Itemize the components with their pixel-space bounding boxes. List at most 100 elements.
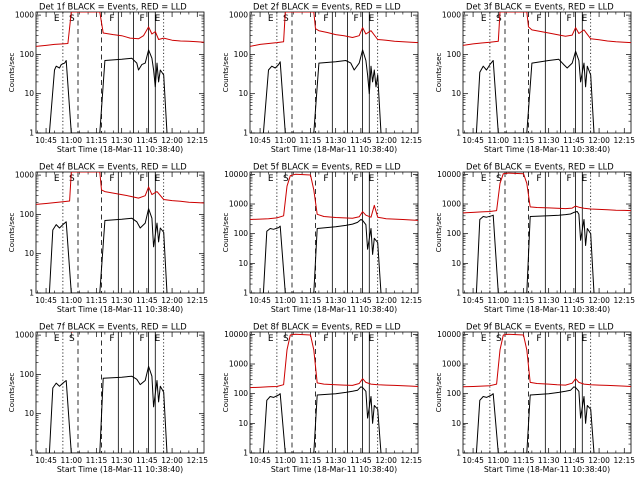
x-tick-label: 10:45 — [35, 136, 57, 145]
series-events-line — [262, 219, 382, 293]
detector-panel-1: Det 1f BLACK = Events, RED = LLD 1 10 100 10… — [7, 2, 208, 155]
y-tick-label: 10 — [238, 259, 248, 268]
y-tick-label: 100 — [20, 210, 35, 219]
y-tick-label: 100 — [447, 389, 462, 398]
series-events-line — [48, 365, 168, 453]
x-tick-label: 12:15 — [613, 296, 635, 305]
marker-label: F — [323, 334, 328, 344]
marker-label: E — [54, 334, 60, 344]
x-tick-label: 12:00 — [588, 136, 610, 145]
y-tick-label: 100 — [20, 370, 35, 379]
x-tick-label: 12:00 — [375, 296, 397, 305]
y-axis-label: Counts/sec — [7, 213, 16, 253]
x-tick-label: 11:00 — [60, 136, 82, 145]
x-axis-label: Start Time (18-Mar-11 10:38:40) — [484, 465, 610, 474]
marker-label: F — [536, 14, 541, 24]
x-tick-label: 11:15 — [513, 136, 535, 145]
plot-frame — [249, 11, 419, 134]
marker-label: E — [582, 14, 588, 24]
series-events-line — [262, 386, 382, 453]
x-tick-label: 12:15 — [186, 136, 208, 145]
x-tick-label: 10:45 — [249, 456, 271, 465]
x-tick-label: 11:15 — [86, 136, 108, 145]
data-series-group — [36, 12, 204, 133]
x-tick-label: 11:00 — [60, 456, 82, 465]
y-axis-label: Counts/sec — [221, 53, 230, 93]
x-tick-label: 11:30 — [538, 456, 560, 465]
series-events-line — [48, 208, 168, 293]
marker-label: S — [69, 174, 75, 184]
x-tick-label: 11:15 — [86, 296, 108, 305]
x-tick-label: 11:15 — [300, 456, 322, 465]
marker-label: E — [582, 174, 588, 184]
marker-label: E — [481, 334, 487, 344]
marker-label: E — [369, 14, 375, 24]
y-tick-label: 100 — [447, 50, 462, 59]
marker-label: F — [323, 174, 328, 184]
marker-label: E — [54, 174, 60, 184]
y-tick-label: 10 — [238, 419, 248, 428]
y-tick-label: 1000 — [229, 11, 248, 20]
x-tick-label: 11:30 — [111, 456, 133, 465]
y-tick-label: 1000 — [442, 11, 461, 20]
panel-title: Det 2f BLACK = Events, RED = LLD — [253, 2, 401, 12]
x-tick-label: 11:45 — [563, 456, 585, 465]
y-tick-label: 1 — [456, 129, 461, 138]
y-tick-label: 100 — [234, 389, 249, 398]
x-axis-label: Start Time (18-Mar-11 10:38:40) — [271, 305, 397, 314]
data-series-group — [48, 332, 168, 453]
panel-title: Det 7f BLACK = Events, RED = LLD — [39, 322, 187, 332]
y-tick-label: 1000 — [15, 11, 34, 20]
y-tick-label: 1000 — [229, 360, 248, 369]
marker-label: E — [369, 334, 375, 344]
series-lld-line — [463, 12, 631, 46]
y-axis-label: Counts/sec — [434, 53, 443, 93]
plot-frame — [249, 171, 419, 294]
series-lld-line — [250, 333, 418, 389]
y-tick-label: 100 — [447, 229, 462, 238]
y-tick-label: 10 — [24, 409, 34, 418]
x-tick-label: 11:45 — [350, 136, 372, 145]
panel-title: Det 1f BLACK = Events, RED = LLD — [39, 2, 187, 12]
y-tick-label: 1000 — [442, 200, 461, 209]
detector-panel-3: Det 3f BLACK = Events, RED = LLD 1 10 100 10… — [434, 2, 635, 155]
data-series-group — [463, 172, 631, 293]
y-tick-label: 10 — [24, 89, 34, 98]
y-axis-label: Counts/sec — [221, 373, 230, 413]
y-tick-label: 10 — [451, 419, 461, 428]
marker-label: S — [496, 334, 502, 344]
x-axis-label: Start Time (18-Mar-11 10:38:40) — [271, 145, 397, 154]
x-tick-label: 11:15 — [300, 296, 322, 305]
detector-panel-7: Det 7f BLACK = Events, RED = LLD 1 10 100 10… — [7, 322, 208, 475]
x-tick-label: 10:45 — [249, 296, 271, 305]
panel-title: Det 6f BLACK = Events, RED = LLD — [466, 162, 614, 172]
y-tick-label: 1 — [456, 289, 461, 298]
y-tick-label: 1000 — [15, 331, 34, 340]
data-series-group — [463, 333, 631, 453]
series-lld-line — [463, 172, 631, 214]
marker-label: S — [69, 334, 75, 344]
y-tick-label: 10 — [238, 89, 248, 98]
x-tick-label: 11:15 — [513, 296, 535, 305]
data-series-group — [463, 12, 631, 133]
panel-title: Det 9f BLACK = Events, RED = LLD — [466, 322, 614, 332]
y-axis-label: Counts/sec — [221, 213, 230, 253]
x-axis-label: Start Time (18-Mar-11 10:38:40) — [57, 465, 183, 474]
detector-panel-9: Det 9f BLACK = Events, RED = LLD 1 10 100 10… — [434, 322, 635, 475]
marker-label: F — [140, 334, 145, 344]
marker-label: E — [268, 14, 274, 24]
marker-label: F — [567, 14, 572, 24]
x-axis-label: Start Time (18-Mar-11 10:38:40) — [484, 305, 610, 314]
y-tick-label: 1 — [456, 449, 461, 458]
y-tick-label: 1000 — [15, 171, 34, 180]
x-tick-label: 12:00 — [375, 456, 397, 465]
panel-title: Det 4f BLACK = Events, RED = LLD — [39, 162, 187, 172]
x-tick-label: 12:15 — [186, 456, 208, 465]
x-tick-label: 10:45 — [35, 296, 57, 305]
detector-panel-5: Det 5f BLACK = Events, RED = LLD 1 10 100 10… — [221, 162, 422, 315]
marker-label: F — [323, 14, 328, 24]
y-tick-label: 1 — [29, 449, 34, 458]
x-tick-label: 10:45 — [249, 136, 271, 145]
plot-frame — [35, 11, 205, 134]
